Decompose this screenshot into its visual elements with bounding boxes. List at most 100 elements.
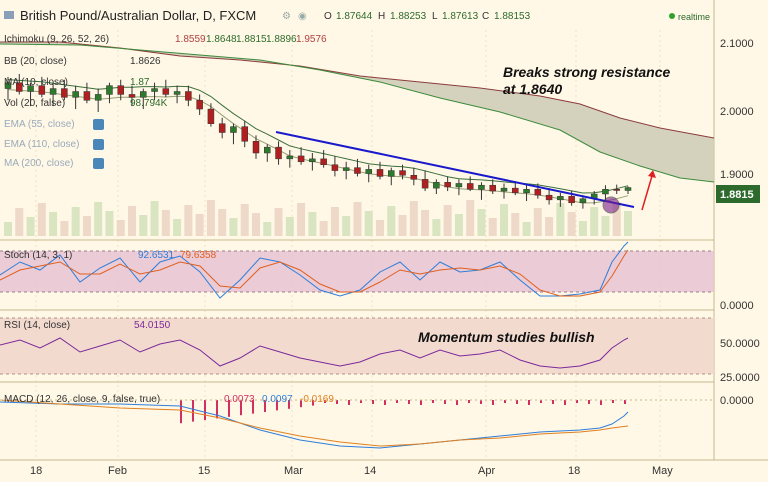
volume-bar (409, 201, 418, 236)
candle-body (297, 155, 305, 163)
volume-bar (488, 218, 497, 236)
volume-bar (319, 221, 328, 236)
time-tick-apr: Apr (478, 465, 495, 477)
settings-icon[interactable]: ⚙ (282, 11, 291, 22)
vol-label[interactable]: Vol (20, false) (4, 98, 65, 109)
candle-body (230, 126, 237, 133)
time-tick-mar: Mar (284, 465, 303, 477)
volume-bar (128, 206, 136, 236)
ichimoku-value-1: 1.8559 (175, 34, 206, 45)
candle-body (38, 85, 46, 95)
candle-body (342, 167, 350, 171)
eye-icon[interactable]: ◉ (298, 11, 307, 22)
ema55-label[interactable]: EMA (55, close) (4, 119, 75, 130)
candle-body (388, 170, 395, 177)
volume-bar (477, 209, 486, 236)
volume-bar (533, 208, 542, 236)
ohlc-o-value: 1.87644 (336, 11, 373, 22)
stoch-band (0, 251, 714, 292)
price-tick-1900: 1.9000 (720, 169, 754, 181)
volume-bar (612, 202, 621, 236)
macd-hist-bar (192, 400, 194, 422)
resistance-trendline (275, 131, 635, 208)
candle-body (140, 91, 147, 98)
ma10-label[interactable]: MA (10, close) (4, 77, 68, 88)
macd-hist-bar (360, 400, 362, 403)
candle-body (275, 146, 282, 160)
rsi-label[interactable]: RSI (14, close) (4, 320, 70, 331)
time-tick-15: 15 (198, 465, 210, 477)
candle-body (534, 189, 542, 196)
time-tick-may: May (652, 465, 673, 477)
ma200-toggle-icon[interactable] (93, 158, 104, 169)
macd-hist-bar (456, 400, 458, 405)
volume-bar (578, 221, 587, 236)
candle-body (218, 123, 226, 133)
rsi-value: 54.0150 (134, 320, 171, 331)
macd-line (0, 401, 629, 449)
candle-body (94, 94, 102, 101)
ichimoku-value-3: 1.8815 (236, 34, 267, 45)
volume-bar (60, 221, 69, 236)
volume-bar (376, 220, 384, 236)
vol-value: 98.794K (130, 98, 168, 109)
volume-bar (545, 217, 554, 236)
ichimoku-span-a (0, 43, 715, 183)
volume-bar (590, 207, 599, 236)
candle-body (354, 167, 361, 174)
candle-body (613, 189, 620, 191)
macd-hist-bar (540, 400, 542, 403)
volume-bar (229, 218, 238, 236)
macd-hist-bar (216, 400, 218, 419)
rsi-line (0, 337, 629, 369)
ichimoku-value-4: 1.8896 (266, 34, 297, 45)
ema55-toggle-icon[interactable] (93, 119, 104, 130)
volume-bar (353, 202, 362, 236)
macd-signal-line (0, 399, 629, 447)
volume-bar (139, 215, 148, 236)
candle-body (16, 82, 23, 92)
candle-body (545, 194, 553, 201)
price-tick-2000: 2.0000 (720, 106, 754, 118)
macd-hist-value: 0.0073 (224, 394, 255, 405)
candle-body (523, 189, 530, 194)
ema110-label[interactable]: EMA (110, close) (4, 139, 79, 150)
macd-hist-bar (372, 400, 374, 404)
rsi-band (0, 318, 714, 374)
ichimoku-label[interactable]: Ichimoku (9, 26, 52, 26) (4, 34, 109, 45)
stoch-k-line (0, 241, 629, 299)
rsi-tick-25: 25.0000 (720, 372, 760, 384)
volume-bar (364, 211, 373, 236)
ma200-label[interactable]: MA (200, close) (4, 158, 73, 169)
volume-bar (252, 213, 260, 236)
candle-body (602, 189, 609, 195)
ohlc-c-value: 1.88153 (494, 11, 531, 22)
price-badge-bg (716, 185, 760, 203)
candle-body (489, 184, 496, 192)
macd-hist-bar (504, 400, 506, 403)
stoch-label[interactable]: Stoch (14, 3, 1) (4, 250, 72, 261)
volume-bar (49, 212, 58, 236)
ema110-toggle-icon[interactable] (93, 139, 104, 150)
macd-signal-value: -0.0169 (300, 394, 334, 405)
macd-hist-bar (564, 400, 566, 405)
candle-body (264, 146, 271, 154)
candle-body (568, 196, 575, 204)
volume-bar (342, 216, 351, 236)
bb-label[interactable]: BB (20, close) (4, 56, 67, 67)
chart-menu-icon[interactable] (4, 11, 14, 19)
volume-bar (71, 207, 80, 236)
volume-bar (567, 212, 576, 236)
macd-hist-bar (264, 400, 266, 412)
ohlc-h-value: 1.88253 (390, 11, 427, 22)
macd-hist-bar (552, 400, 554, 404)
macd-tick-0: 0.0000 (720, 395, 754, 407)
candle-body (207, 108, 215, 124)
macd-label[interactable]: MACD (12, 26, close, 9, false, true) (4, 394, 160, 405)
candle-body (557, 196, 564, 201)
stoch-k-value: 92.6531 (138, 250, 175, 261)
ichimoku-cloud (0, 42, 714, 182)
macd-histogram (180, 400, 626, 424)
macd-hist-bar (204, 400, 206, 420)
time-tick-18: 18 (30, 465, 42, 477)
